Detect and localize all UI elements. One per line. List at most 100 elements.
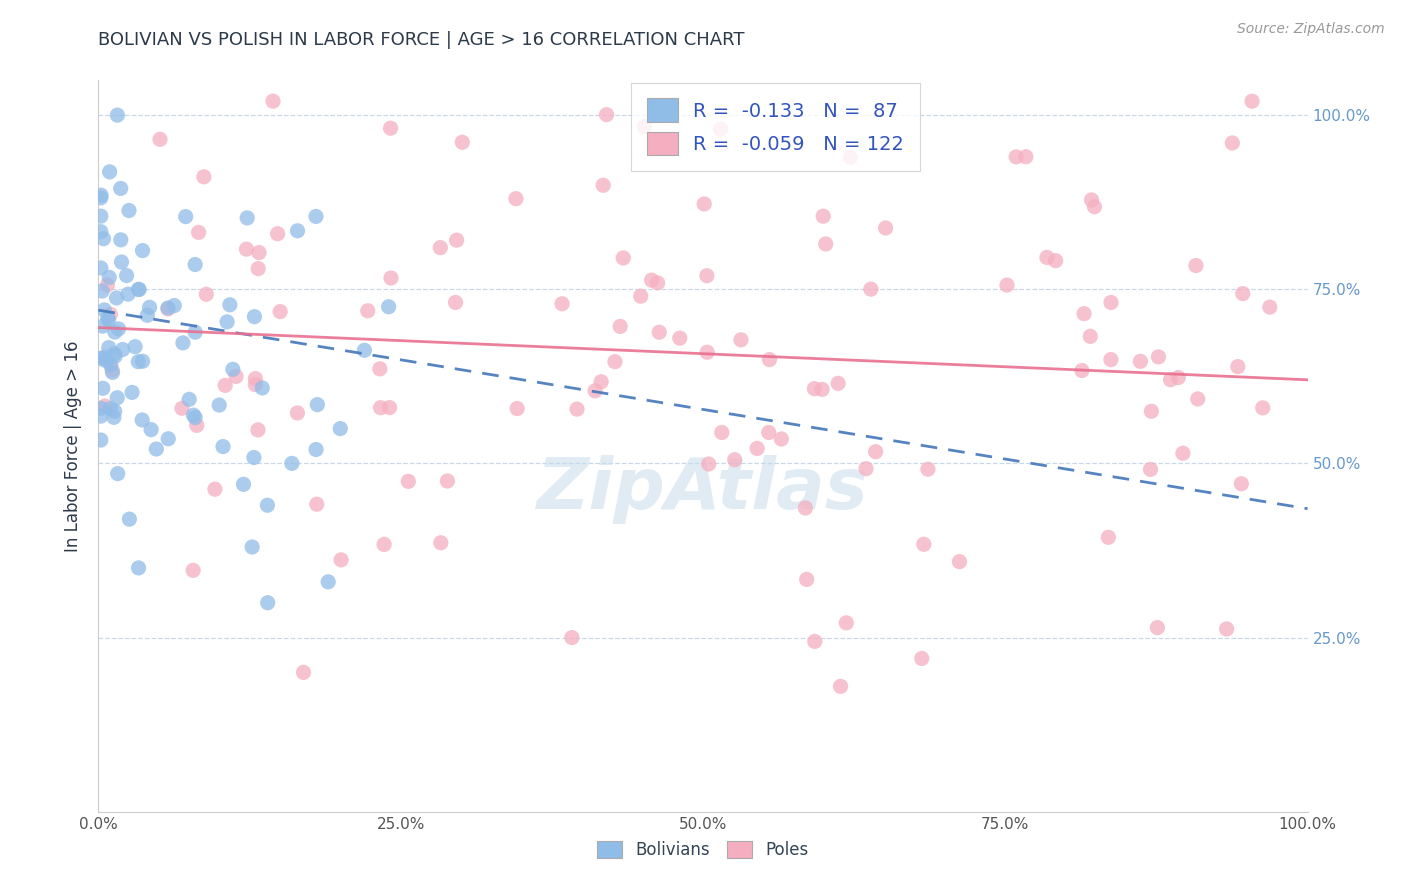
Point: [911, 651, 934, 665]
Point: [330, 553, 353, 567]
Point: [100, 307, 122, 321]
Point: [93, 351, 115, 365]
Point: [1129, 354, 1152, 368]
Point: [758, 352, 780, 367]
Point: [1099, 295, 1122, 310]
Point: [208, 398, 231, 412]
Point: [90, 401, 112, 416]
Point: [1171, 446, 1194, 460]
Point: [100, 358, 122, 372]
Point: [396, 475, 419, 489]
Point: [247, 261, 270, 276]
Point: [370, 401, 392, 415]
Point: [1045, 253, 1067, 268]
Point: [758, 425, 780, 440]
Point: [232, 477, 254, 491]
Point: [243, 310, 266, 324]
Point: [995, 278, 1018, 293]
Point: [855, 461, 877, 475]
Point: [1097, 530, 1119, 544]
Point: [104, 404, 127, 418]
Point: [1160, 373, 1182, 387]
Point: [647, 276, 669, 290]
Point: [505, 192, 527, 206]
Point: [245, 371, 267, 385]
Point: [97, 341, 120, 355]
Point: [131, 354, 153, 368]
Point: [101, 363, 124, 377]
Point: [609, 319, 631, 334]
Point: [139, 423, 162, 437]
Point: [373, 537, 395, 551]
Point: [353, 343, 375, 358]
Point: [104, 325, 127, 339]
Point: [1215, 622, 1237, 636]
Point: [138, 301, 160, 315]
Point: [506, 401, 529, 416]
Point: [262, 94, 284, 108]
Point: [101, 366, 124, 380]
Point: [105, 291, 128, 305]
Point: [1147, 350, 1170, 364]
Point: [1005, 150, 1028, 164]
Point: [305, 210, 328, 224]
Text: BOLIVIAN VS POLISH IN LABOR FORCE | AGE > 16 CORRELATION CHART: BOLIVIAN VS POLISH IN LABOR FORCE | AGE …: [98, 31, 745, 49]
Point: [105, 108, 128, 122]
Point: [118, 203, 141, 218]
Point: [287, 406, 309, 420]
Point: [287, 224, 309, 238]
Point: [127, 355, 149, 369]
Point: [380, 271, 402, 285]
Point: [193, 169, 215, 184]
Point: [186, 418, 208, 433]
Point: [245, 377, 267, 392]
Point: [814, 237, 837, 252]
Point: [1251, 401, 1274, 415]
Point: [90, 433, 112, 447]
Point: [136, 308, 159, 322]
Point: [100, 401, 122, 416]
Point: [697, 457, 720, 471]
Point: [222, 362, 245, 376]
Point: [875, 221, 897, 235]
Point: [859, 282, 882, 296]
Point: [745, 442, 768, 456]
Point: [1232, 286, 1254, 301]
Point: [827, 376, 849, 391]
Point: [90, 191, 112, 205]
Point: [269, 304, 291, 318]
Point: [429, 241, 451, 255]
Point: [103, 410, 125, 425]
Point: [103, 347, 125, 361]
Point: [696, 268, 718, 283]
Point: [368, 361, 391, 376]
Point: [595, 108, 617, 122]
Point: [307, 398, 329, 412]
Point: [184, 325, 207, 339]
Point: [436, 474, 458, 488]
Point: [1230, 476, 1253, 491]
Text: ZipAtlas: ZipAtlas: [537, 456, 869, 524]
Point: [1258, 300, 1281, 314]
Point: [357, 303, 380, 318]
Point: [184, 410, 207, 425]
Point: [794, 501, 817, 516]
Point: [105, 391, 128, 405]
Point: [710, 122, 733, 136]
Point: [104, 349, 127, 363]
Point: [292, 665, 315, 680]
Point: [204, 482, 226, 496]
Point: [1220, 136, 1243, 150]
Point: [835, 615, 858, 630]
Point: [451, 135, 474, 149]
Point: [187, 226, 209, 240]
Point: [131, 244, 153, 258]
Point: [247, 245, 270, 260]
Point: [225, 369, 247, 384]
Point: [121, 385, 143, 400]
Point: [128, 561, 150, 575]
Point: [948, 555, 970, 569]
Point: [156, 301, 179, 316]
Point: [1036, 251, 1059, 265]
Point: [98, 270, 121, 285]
